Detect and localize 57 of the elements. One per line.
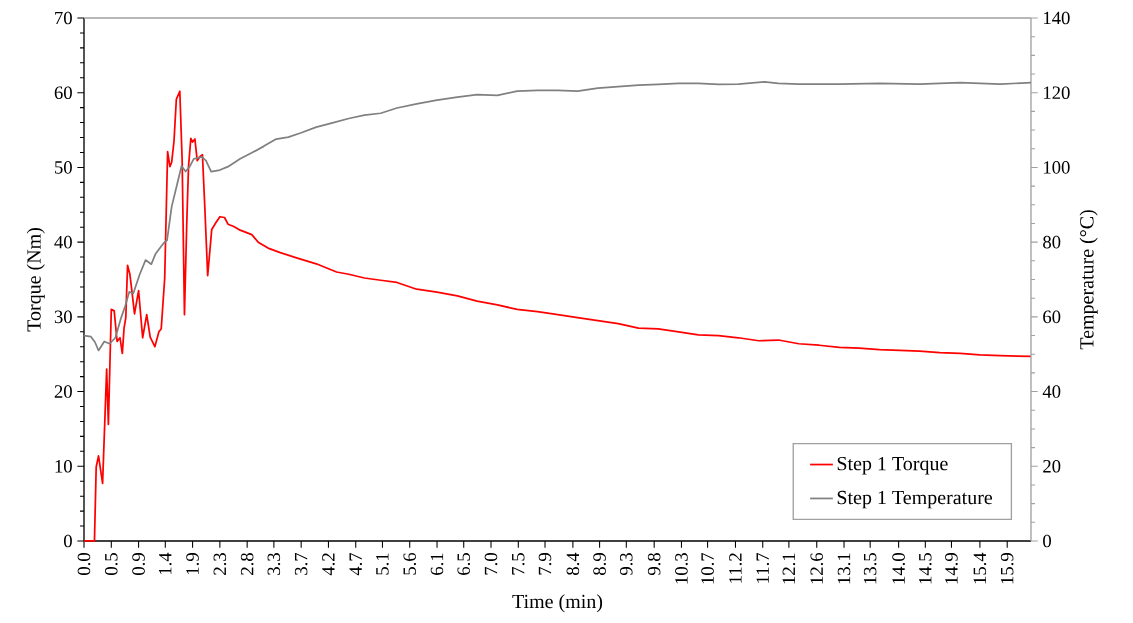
x-tick-label: 6.1 xyxy=(430,553,444,575)
x-tick-label: 12.1 xyxy=(782,553,796,584)
x-tick-label: 2.3 xyxy=(213,553,227,575)
y-tick-label: 20 xyxy=(54,385,72,398)
x-tick-label: 4.7 xyxy=(349,552,363,576)
x-tick-label: 15.4 xyxy=(973,552,987,584)
y2-tick-label: 60 xyxy=(1043,310,1061,324)
x-tick-label: 14.9 xyxy=(945,553,958,584)
y-tick-label: 10 xyxy=(55,459,72,473)
y2-tick-label: 40 xyxy=(1042,385,1061,398)
x-tick-label: 9.3 xyxy=(619,553,633,576)
line-series xyxy=(84,81,1031,352)
x-tick-label: 6.5 xyxy=(457,553,471,575)
y2-tick-label: 20 xyxy=(1043,459,1061,473)
legend-label: Step 1 Torque xyxy=(837,456,948,475)
x-tick-label: 10.7 xyxy=(701,552,714,584)
y2-tick-label: 100 xyxy=(1044,161,1070,174)
x-tick-label: 2.8 xyxy=(240,553,254,575)
x-tick-label: 14.0 xyxy=(892,553,905,584)
x-tick-label: 1.9 xyxy=(186,553,199,575)
x-tick-label: 11.2 xyxy=(729,553,742,583)
y2-tick-label: 80 xyxy=(1043,235,1061,249)
y-tick-label: 60 xyxy=(54,86,72,100)
x-tick-label: 9.8 xyxy=(647,553,661,576)
y2-tick-label: 0 xyxy=(1043,534,1051,548)
x-tick-label: 5.1 xyxy=(376,553,389,575)
x-tick-label: 0.0 xyxy=(77,553,91,575)
x-tick-label: 13.5 xyxy=(863,553,877,584)
y-tick-label: 40 xyxy=(54,235,72,249)
x-tick-label: 3.3 xyxy=(267,553,281,575)
x-tick-label: 7.9 xyxy=(538,553,552,575)
x-tick-label: 0.5 xyxy=(104,553,118,575)
y-tick-label: 70 xyxy=(55,11,72,25)
y-tick-label: 50 xyxy=(55,161,72,174)
x-tick-label: 8.9 xyxy=(593,553,606,575)
x-tick-label: 14.5 xyxy=(919,553,932,584)
x-tick-label: 8.4 xyxy=(566,552,580,575)
x-tick-label: 10.3 xyxy=(675,553,688,584)
y2-axis-title: Temperature (°C) xyxy=(1079,210,1098,350)
x-axis-title: Time (min) xyxy=(512,594,603,613)
x-tick-label: 4.2 xyxy=(322,553,335,576)
x-tick-label: 13.1 xyxy=(837,553,851,584)
y2-tick-label: 120 xyxy=(1044,86,1070,100)
x-tick-label: 11.7 xyxy=(756,552,770,583)
x-tick-label: 7.0 xyxy=(484,553,498,575)
x-tick-label: 0.9 xyxy=(132,553,145,575)
y-axis-title: Torque (Nm) xyxy=(26,228,45,332)
y-tick-label: 0 xyxy=(64,534,72,548)
x-tick-label: 15.9 xyxy=(1000,553,1014,584)
x-tick-label: 3.7 xyxy=(294,552,308,575)
x-tick-label: 12.6 xyxy=(810,552,824,584)
y-tick-label: 30 xyxy=(54,310,72,324)
x-tick-label: 1.4 xyxy=(158,552,172,575)
legend-label: Step 1 Temperature xyxy=(837,490,993,509)
x-tick-label: 7.5 xyxy=(512,553,525,575)
x-tick-label: 5.6 xyxy=(403,552,417,575)
y2-tick-label: 140 xyxy=(1044,11,1070,25)
